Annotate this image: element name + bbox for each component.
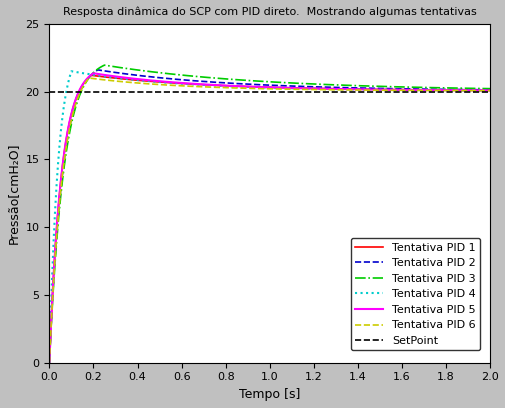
Tentativa PID 4 xyxy=(451,88,457,93)
Tentativa PID 4 xyxy=(231,84,237,89)
Line: Tentativa PID 6: Tentativa PID 6 xyxy=(49,78,489,363)
Tentativa PID 5 xyxy=(366,87,372,92)
Y-axis label: Pressão[cmH₂O]: Pressão[cmH₂O] xyxy=(7,142,20,244)
Tentativa PID 5 xyxy=(46,360,53,365)
Tentativa PID 2 xyxy=(256,82,262,87)
Tentativa PID 3 xyxy=(486,86,492,91)
Tentativa PID 5 xyxy=(486,88,492,93)
Title: Resposta dinâmica do SCP com PID direto.  Mostrando algumas tentativas: Resposta dinâmica do SCP com PID direto.… xyxy=(63,7,476,18)
X-axis label: Tempo [s]: Tempo [s] xyxy=(238,388,300,401)
Tentativa PID 3 xyxy=(101,63,107,68)
Tentativa PID 5 xyxy=(90,71,96,76)
Tentativa PID 5 xyxy=(256,84,262,89)
Tentativa PID 5 xyxy=(451,88,457,93)
Tentativa PID 4 xyxy=(473,88,479,93)
Tentativa PID 2 xyxy=(451,87,457,92)
Tentativa PID 4 xyxy=(486,88,492,93)
Tentativa PID 1 xyxy=(46,360,53,365)
Tentativa PID 6 xyxy=(451,88,457,93)
Tentativa PID 4 xyxy=(68,69,74,74)
Tentativa PID 5 xyxy=(235,84,241,89)
Tentativa PID 1 xyxy=(486,88,492,93)
Tentativa PID 3 xyxy=(235,78,241,82)
Tentativa PID 3 xyxy=(256,79,262,84)
Line: Tentativa PID 2: Tentativa PID 2 xyxy=(49,70,489,363)
Tentativa PID 6 xyxy=(235,86,241,91)
Legend: Tentativa PID 1, Tentativa PID 2, Tentativa PID 3, Tentativa PID 4, Tentativa PI: Tentativa PID 1, Tentativa PID 2, Tentat… xyxy=(350,238,479,350)
Line: Tentativa PID 1: Tentativa PID 1 xyxy=(49,75,489,363)
Tentativa PID 3 xyxy=(473,86,479,91)
Tentativa PID 1 xyxy=(473,88,479,93)
Tentativa PID 2 xyxy=(366,86,372,91)
Tentativa PID 2 xyxy=(231,81,237,86)
Line: Tentativa PID 4: Tentativa PID 4 xyxy=(49,71,489,363)
Tentativa PID 6 xyxy=(486,88,492,93)
SetPoint xyxy=(266,89,272,94)
Tentativa PID 3 xyxy=(451,86,457,91)
Tentativa PID 5 xyxy=(473,88,479,93)
Tentativa PID 1 xyxy=(231,84,237,89)
Tentativa PID 2 xyxy=(94,67,100,72)
SetPoint xyxy=(46,89,53,94)
Tentativa PID 1 xyxy=(256,84,262,89)
Tentativa PID 2 xyxy=(486,87,492,92)
Tentativa PID 2 xyxy=(235,81,241,86)
Line: Tentativa PID 3: Tentativa PID 3 xyxy=(49,65,489,363)
Tentativa PID 1 xyxy=(451,88,457,93)
Tentativa PID 3 xyxy=(46,360,53,365)
Tentativa PID 6 xyxy=(473,88,479,93)
Tentativa PID 6 xyxy=(256,86,262,91)
Tentativa PID 3 xyxy=(366,84,372,89)
Tentativa PID 4 xyxy=(366,87,372,92)
Tentativa PID 3 xyxy=(231,77,237,82)
Tentativa PID 1 xyxy=(88,73,94,78)
Tentativa PID 1 xyxy=(235,84,241,89)
Tentativa PID 2 xyxy=(46,360,53,365)
Tentativa PID 6 xyxy=(86,75,92,80)
Tentativa PID 5 xyxy=(231,84,237,89)
Tentativa PID 1 xyxy=(366,87,372,92)
Tentativa PID 2 xyxy=(473,87,479,92)
Tentativa PID 6 xyxy=(46,360,53,365)
Tentativa PID 6 xyxy=(231,86,237,91)
Tentativa PID 4 xyxy=(235,84,241,89)
Tentativa PID 4 xyxy=(256,85,262,90)
Tentativa PID 4 xyxy=(46,360,53,365)
Line: Tentativa PID 5: Tentativa PID 5 xyxy=(49,73,489,363)
Tentativa PID 6 xyxy=(366,88,372,93)
